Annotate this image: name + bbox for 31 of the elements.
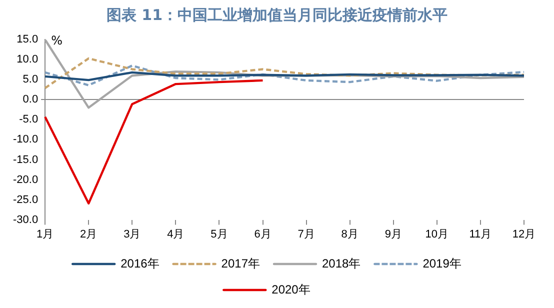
y-tick-label: -10.0: [12, 134, 38, 146]
legend-label: 2016年: [120, 256, 160, 270]
x-tick-label: 10月: [425, 228, 449, 240]
legend-label: 2018年: [322, 256, 361, 270]
x-tick-label: 6月: [254, 228, 272, 240]
x-tick-label: 4月: [167, 228, 184, 240]
x-tick-label: 11月: [469, 228, 492, 240]
x-tick-label: 8月: [341, 228, 358, 240]
x-tick-label: 3月: [124, 228, 141, 240]
y-tick-label: -25.0: [12, 194, 38, 206]
x-tick-label: 7月: [298, 228, 315, 240]
line-series: [44, 64, 526, 86]
y-tick-label: 5.0: [22, 74, 38, 86]
x-tick-label: 2月: [80, 228, 98, 240]
y-tick-label: -5.0: [19, 114, 38, 126]
x-tick-label: 9月: [384, 228, 402, 240]
legend-label: 2020年: [272, 282, 310, 296]
y-tick-label: -20.0: [12, 174, 38, 186]
y-tick-label: 10.0: [16, 54, 38, 66]
y-tick-label: 0.0: [22, 94, 38, 106]
legend-label: 2017年: [221, 256, 260, 270]
line-series: [44, 57, 526, 90]
x-tick-label: 12月: [512, 228, 536, 240]
y-tick-label: -15.0: [12, 154, 38, 166]
y-tick-label: 15.0: [16, 34, 38, 46]
y-axis-title: %: [51, 34, 62, 48]
y-tick-label: -30.0: [12, 214, 38, 226]
x-tick-label: 1月: [36, 228, 54, 240]
chart-title: 图表 11：中国工业增加值当月同比接近疫情前水平: [105, 5, 449, 26]
legend-label: 2019年: [422, 256, 462, 270]
x-tick-label: 5月: [210, 228, 228, 240]
